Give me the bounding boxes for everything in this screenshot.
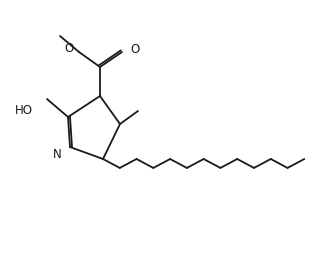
- Text: O: O: [130, 42, 139, 55]
- Text: HO: HO: [15, 103, 33, 116]
- Text: N: N: [52, 148, 61, 161]
- Text: O: O: [65, 41, 74, 54]
